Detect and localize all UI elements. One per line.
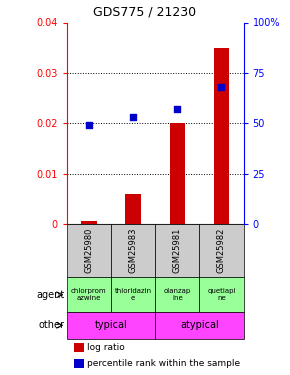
Bar [170,123,185,224]
Bar [81,221,97,224]
Text: GSM25981: GSM25981 [173,228,182,273]
Text: typical: typical [95,320,127,330]
Bar [155,278,199,312]
Bar [67,224,111,278]
Text: GDS775 / 21230: GDS775 / 21230 [93,6,197,19]
Text: atypical: atypical [180,320,219,330]
Point [219,84,224,90]
Bar [74,359,84,368]
Bar [155,312,244,339]
Text: GSM25982: GSM25982 [217,228,226,273]
Bar [67,278,111,312]
Text: quetiapi
ne: quetiapi ne [207,288,236,301]
Bar [200,278,244,312]
Bar [67,312,155,339]
Bar [125,194,141,224]
Point [175,106,180,112]
Bar [74,343,84,352]
Bar [111,278,155,312]
Text: chlorprom
azwine: chlorprom azwine [71,288,107,301]
Text: other: other [39,320,64,330]
Text: thioridazin
e: thioridazin e [115,288,152,301]
Text: log ratio: log ratio [87,343,125,352]
Bar [200,224,244,278]
Text: percentile rank within the sample: percentile rank within the sample [87,359,240,368]
Text: GSM25980: GSM25980 [84,228,93,273]
Point [86,122,91,128]
Text: agent: agent [36,290,64,300]
Bar [111,224,155,278]
Bar [214,48,229,224]
Text: GSM25983: GSM25983 [128,228,137,273]
Text: olanzap
ine: olanzap ine [164,288,191,301]
Bar [155,224,199,278]
Point [131,114,135,120]
